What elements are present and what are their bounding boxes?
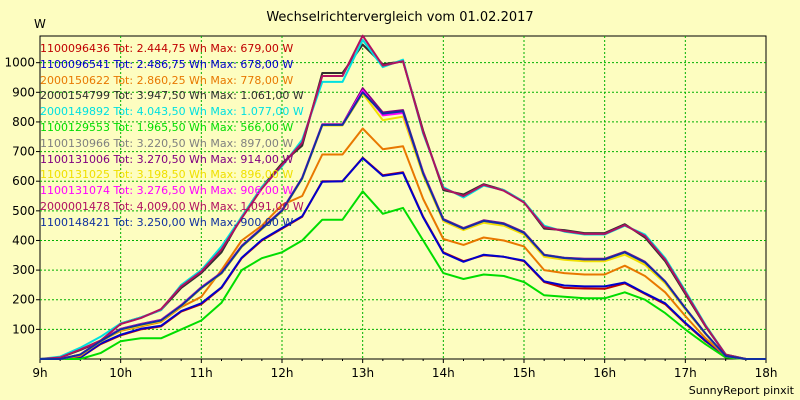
y-tick-label: 100 (12, 322, 35, 336)
y-tick-label: 300 (12, 263, 35, 277)
series-line (40, 190, 766, 360)
y-tick-label: 700 (12, 145, 35, 159)
legend-entry: 1100130966 Tot: 3.220,50 Wh Max: 897,00 … (40, 136, 294, 150)
x-tick-label: 12h (271, 366, 294, 380)
legend-entry: 1100096541 Tot: 2.486,75 Wh Max: 678,00 … (40, 57, 294, 71)
y-tick-label: 900 (12, 85, 35, 99)
x-tick-label: 10h (109, 366, 132, 380)
x-tick-label: 16h (593, 366, 616, 380)
legend-entry: 1100148421 Tot: 3.250,00 Wh Max: 900,00 … (40, 215, 294, 229)
legend-entry: 1100131025 Tot: 3.198,50 Wh Max: 896,00 … (40, 168, 294, 182)
plot-area (39, 35, 767, 360)
legend-entry: 1100131006 Tot: 3.270,50 Wh Max: 914,00 … (40, 152, 294, 166)
footer-credit: SunnyReport pinxit (688, 384, 794, 397)
x-tick-label: 15h (513, 366, 536, 380)
x-tick-label: 9h (32, 366, 47, 380)
x-tick-label: 18h (755, 366, 778, 380)
legend-entry: 2000001478 Tot: 4.009,00 Wh Max: 1.091,0… (40, 199, 304, 213)
legend: 1100096436 Tot: 2.444,75 Wh Max: 679,00 … (40, 41, 304, 231)
series-line (40, 157, 766, 360)
y-tick-label: 600 (12, 174, 35, 188)
y-tick-label: 800 (12, 115, 35, 129)
y-axis-unit: W (34, 17, 46, 31)
legend-entry: 2000149892 Tot: 4.043,50 Wh Max: 1.077,0… (40, 105, 304, 119)
x-tick-label: 17h (674, 366, 697, 380)
legend-entry: 1100096436 Tot: 2.444,75 Wh Max: 679,00 … (40, 42, 294, 55)
x-tick-label: 14h (432, 366, 455, 380)
y-tick-label: 200 (12, 293, 35, 307)
legend-entry: 1100129553 Tot: 1.965,50 Wh Max: 566,00 … (40, 120, 294, 134)
y-tick-label: 400 (12, 233, 35, 247)
legend-entry: 2000154799 Tot: 3.947,50 Wh Max: 1.061,0… (40, 89, 304, 103)
legend-entry: 1100131074 Tot: 3.276,50 Wh Max: 906,00 … (40, 184, 294, 198)
y-tick-label: 1000 (4, 56, 35, 70)
x-tick-label: 13h (351, 366, 374, 380)
series-line (40, 91, 766, 360)
chart-title: Wechselrichtervergleich vom 01.02.2017 (266, 10, 534, 25)
x-tick-label: 11h (190, 366, 213, 380)
legend-entry: 2000150622 Tot: 2.860,25 Wh Max: 778,00 … (40, 73, 294, 87)
series-line (39, 34, 766, 360)
y-tick-label: 500 (12, 204, 35, 218)
